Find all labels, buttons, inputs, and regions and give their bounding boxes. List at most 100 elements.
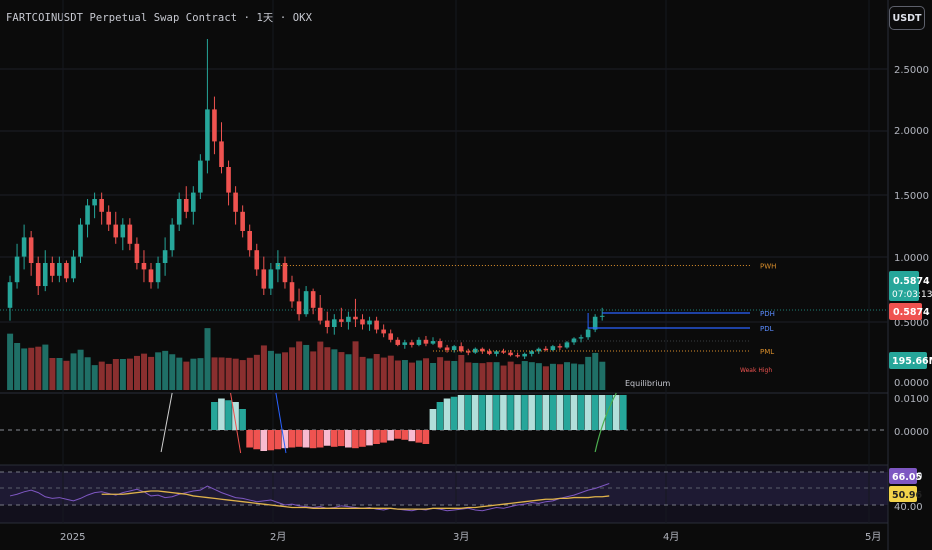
candle-body bbox=[494, 351, 499, 354]
candle-body bbox=[444, 347, 450, 351]
last-price-value: 0.5874 bbox=[893, 276, 930, 287]
candle-body bbox=[92, 199, 97, 206]
volume-bar bbox=[387, 355, 394, 390]
candle-body bbox=[176, 199, 182, 225]
volume-bar bbox=[458, 354, 465, 390]
rsi-value: 66.05 bbox=[892, 472, 922, 483]
volume-bar bbox=[35, 346, 42, 390]
volume-bar bbox=[162, 350, 169, 390]
volume-bar bbox=[408, 362, 415, 390]
volume-bar bbox=[98, 361, 105, 390]
osc-bar bbox=[549, 395, 557, 430]
candle-body bbox=[198, 160, 203, 193]
candle-body bbox=[416, 339, 422, 345]
volume-bar bbox=[91, 365, 98, 390]
candle-body bbox=[169, 224, 175, 251]
volume-bar bbox=[28, 347, 35, 390]
osc-bar bbox=[584, 395, 592, 430]
osc-bar bbox=[260, 430, 268, 451]
time-tick-label: 4月 bbox=[663, 531, 679, 543]
price-tick-label: 1.0000 bbox=[894, 253, 929, 264]
candle-body bbox=[585, 329, 591, 338]
volume-bar bbox=[493, 362, 500, 390]
volume-bar bbox=[204, 328, 211, 390]
candle-body bbox=[564, 342, 570, 348]
osc-bar bbox=[486, 395, 493, 430]
volume-bar bbox=[211, 357, 218, 390]
volume-bar bbox=[77, 349, 84, 390]
volume-bar bbox=[472, 362, 479, 390]
volume-bar bbox=[289, 347, 296, 390]
volume-bar bbox=[528, 362, 535, 390]
osc-bar bbox=[415, 430, 423, 443]
candle-body bbox=[64, 263, 69, 279]
time-tick-label: 3月 bbox=[453, 531, 469, 543]
osc-bar bbox=[619, 395, 627, 430]
osc-bar bbox=[457, 395, 465, 430]
osc-bar bbox=[394, 430, 401, 439]
volume-bar bbox=[366, 358, 373, 390]
candle-body bbox=[7, 282, 13, 308]
osc-bar bbox=[443, 398, 451, 430]
osc-bar bbox=[464, 395, 472, 430]
volume-bar bbox=[253, 354, 260, 390]
candle-body bbox=[247, 231, 252, 251]
osc-bar bbox=[373, 430, 380, 444]
osc-bar bbox=[288, 430, 296, 448]
volume-bar bbox=[345, 354, 352, 390]
candle-body bbox=[275, 263, 281, 270]
volume-bar bbox=[218, 357, 225, 390]
volume-bar bbox=[134, 355, 140, 390]
osc-bar bbox=[605, 395, 613, 430]
volume-bar bbox=[352, 341, 359, 390]
candle-body bbox=[360, 319, 365, 325]
volume-bar bbox=[564, 362, 571, 390]
volume-bar bbox=[169, 354, 176, 390]
osc-bar bbox=[422, 430, 430, 444]
candle-body bbox=[578, 337, 584, 339]
volume-bar bbox=[260, 345, 267, 390]
volume-bar bbox=[246, 357, 253, 390]
currency-button[interactable]: USDT bbox=[889, 6, 925, 30]
price-tick-label: 2.5000 bbox=[894, 65, 929, 76]
volume-bar bbox=[479, 363, 486, 390]
pml-label: PML bbox=[760, 348, 774, 356]
osc-bar bbox=[535, 395, 542, 430]
candle-body bbox=[599, 315, 605, 317]
volume-bar bbox=[267, 350, 274, 390]
weak-high-label: Weak High bbox=[740, 367, 772, 374]
time-tick-label: 2025 bbox=[60, 532, 85, 543]
time-tick-label: 2月 bbox=[270, 531, 286, 543]
volume-bar bbox=[542, 366, 549, 390]
osc-tick-label: 0.0000 bbox=[894, 427, 929, 438]
candle-body bbox=[508, 352, 513, 356]
candle-body bbox=[57, 263, 62, 276]
time-tick-label: 5月 bbox=[865, 531, 881, 543]
volume-bar bbox=[310, 351, 317, 390]
candle-body bbox=[226, 167, 231, 193]
osc-bar bbox=[337, 430, 345, 447]
candle-body bbox=[289, 282, 295, 302]
candle-body bbox=[430, 341, 436, 344]
candle-body bbox=[592, 316, 598, 330]
candle-body bbox=[402, 342, 408, 345]
candle-body bbox=[99, 199, 104, 212]
candles bbox=[7, 39, 605, 359]
osc-bar bbox=[352, 430, 359, 449]
grid bbox=[0, 0, 888, 523]
volume-bar bbox=[423, 358, 430, 390]
volume-bar bbox=[232, 358, 239, 390]
volume-bar bbox=[507, 361, 514, 390]
volume-bar bbox=[7, 333, 14, 390]
volume-bar bbox=[578, 364, 585, 390]
volume-bar bbox=[239, 360, 246, 390]
candle-body bbox=[155, 263, 161, 283]
rsi-lines bbox=[9, 483, 610, 512]
price-tick-label: 0.5000 bbox=[894, 318, 929, 329]
osc-bar bbox=[612, 395, 620, 430]
osc-signal-line bbox=[230, 392, 242, 454]
osc-bar bbox=[302, 430, 310, 448]
osc-bar bbox=[563, 395, 571, 430]
